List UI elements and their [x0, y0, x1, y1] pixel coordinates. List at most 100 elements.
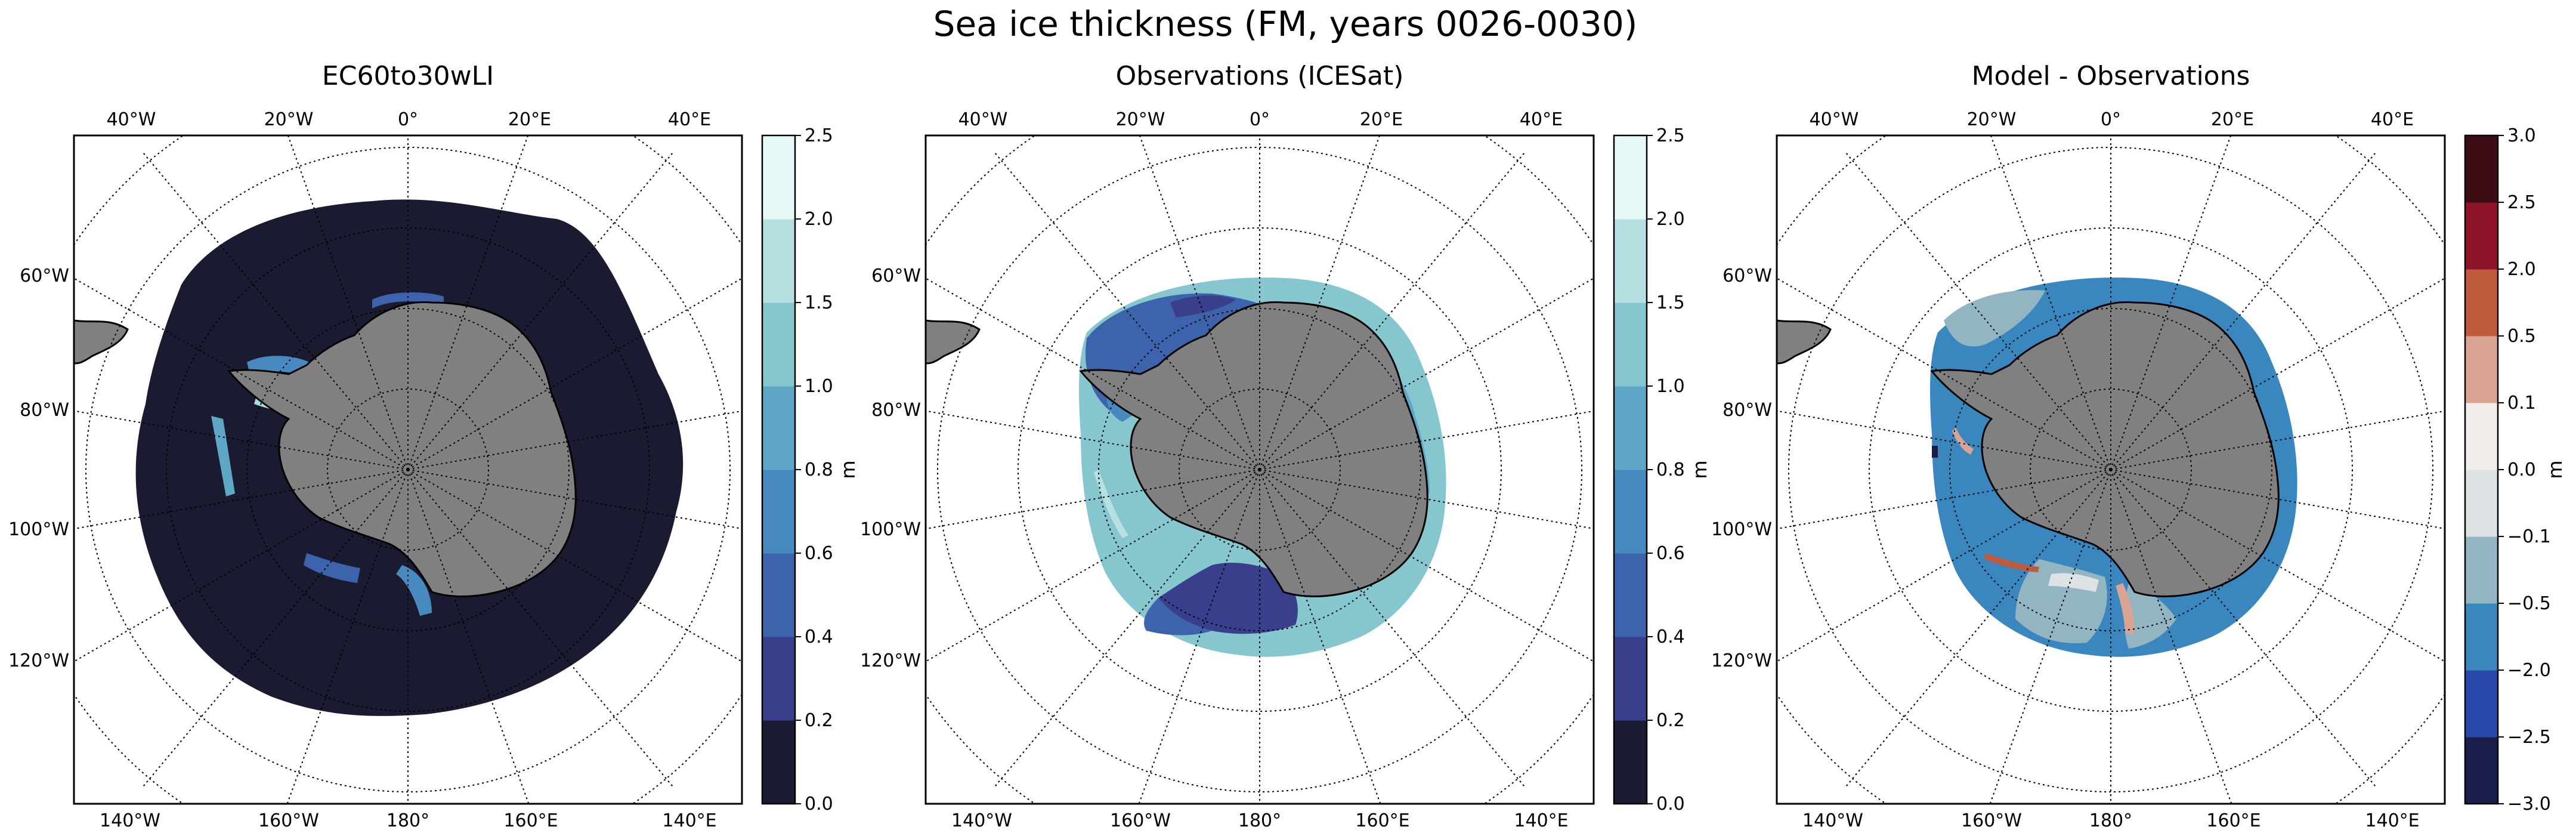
colorbar-tick-label: 2.5: [2507, 192, 2536, 213]
colorbar-swatch: [1614, 553, 1647, 637]
svg-text:140°E: 140°E: [2365, 810, 2419, 831]
panel-title: Observations (ICESat): [1116, 61, 1404, 91]
svg-text:40°W: 40°W: [958, 109, 1008, 130]
antarctica: [1079, 301, 1428, 597]
panel-difference: Model - Observations: [1711, 61, 2566, 831]
colorbar-tick-label: −2.5: [2507, 727, 2551, 748]
colorbar-tick-label: 0.2: [805, 710, 833, 731]
lon-labels-top: 40°W 20°W 0° 20°E 40°E: [107, 109, 711, 130]
svg-text:40°E: 40°E: [1520, 109, 1563, 130]
colorbar-label: m: [837, 460, 859, 479]
colorbar-swatch: [1614, 470, 1647, 554]
colorbar-swatch: [1614, 219, 1647, 303]
colorbar-swatch: [1614, 303, 1647, 387]
lon-labels-top: 40°W 20°W 0° 20°E 40°E: [1810, 109, 2414, 130]
colorbar-swatch: [2465, 336, 2498, 403]
svg-text:20°W: 20°W: [1967, 109, 2017, 130]
colorbar-swatch: [2465, 603, 2498, 671]
svg-text:180°: 180°: [2089, 810, 2132, 831]
colorbar-label: m: [2544, 460, 2566, 479]
antarctica: [227, 301, 577, 597]
colorbar-tick-label: 1.0: [805, 376, 833, 397]
colorbar-tick-label: 0.5: [2507, 326, 2536, 347]
svg-text:60°W: 60°W: [871, 266, 921, 286]
svg-text:100°W: 100°W: [8, 519, 69, 540]
south-america-tip: [74, 319, 129, 365]
colorbar-swatch: [2465, 737, 2498, 804]
colorbar-swatch: [762, 720, 795, 804]
colorbar: 0.0 0.2 0.4 0.6 0.8 1.0 1.5 2.0 2.5 m: [1613, 125, 1711, 815]
colorbar-tick-label: 2.0: [2507, 259, 2536, 280]
svg-text:160°E: 160°E: [1355, 810, 1409, 831]
south-america-tip: [926, 319, 981, 365]
svg-text:60°W: 60°W: [20, 266, 69, 286]
colorbar-tick-label: 0.6: [1656, 543, 1685, 564]
colorbar-tick-label: −0.5: [2507, 593, 2551, 614]
colorbar-swatch: [762, 470, 795, 554]
svg-text:40°E: 40°E: [2371, 109, 2414, 130]
svg-text:160°E: 160°E: [503, 810, 558, 831]
svg-text:100°W: 100°W: [860, 519, 921, 540]
colorbar-swatch: [762, 553, 795, 637]
antarctica: [1930, 301, 2280, 597]
colorbar-tick-label: 2.0: [1656, 209, 1685, 230]
svg-text:140°W: 140°W: [100, 810, 160, 831]
gridlines: [1777, 135, 2445, 804]
lon-labels-bottom: 140°W 160°W 180° 160°E 140°E: [951, 810, 1569, 831]
svg-text:0°: 0°: [398, 109, 418, 130]
south-america-tip: [1777, 319, 1832, 365]
colorbar: 0.0 0.2 0.4 0.6 0.8 1.0 1.5 2.0 2.5 m: [761, 125, 859, 815]
svg-text:0°: 0°: [2101, 109, 2121, 130]
colorbar-swatch: [2465, 202, 2498, 270]
svg-text:80°W: 80°W: [20, 400, 69, 421]
svg-text:20°E: 20°E: [2211, 109, 2254, 130]
map-layer: [926, 277, 1446, 657]
gridlines: [74, 135, 742, 804]
figure-suptitle: Sea ice thickness (FM, years 0026-0030): [933, 4, 1638, 44]
lat-labels-left: 60°W 80°W 100°W 120°W: [1711, 266, 1772, 671]
panel-title: EC60to30wLI: [322, 61, 494, 91]
colorbar-tick-label: 1.5: [1656, 292, 1685, 313]
svg-text:140°W: 140°W: [1802, 810, 1863, 831]
panel-title: Model - Observations: [1972, 61, 2250, 91]
svg-text:20°E: 20°E: [508, 109, 551, 130]
svg-text:40°W: 40°W: [1810, 109, 1859, 130]
svg-text:40°W: 40°W: [107, 109, 156, 130]
colorbar-tick-label: 0.4: [1656, 627, 1685, 647]
lon-labels-top: 40°W 20°W 0° 20°E 40°E: [958, 109, 1563, 130]
svg-text:120°W: 120°W: [8, 650, 69, 671]
colorbar: −3.0 −2.5 −2.0 −0.5 −0.1 0.0 0.1 0.5 2.0 2.5 3.0 m: [2464, 125, 2566, 815]
gridlines: [926, 135, 1594, 804]
colorbar-tick-label: 0.0: [1656, 794, 1685, 815]
colorbar-tick-label: −0.1: [2507, 526, 2551, 547]
map-frame: [73, 134, 743, 805]
svg-text:140°W: 140°W: [951, 810, 1012, 831]
lat-labels-left: 60°W 80°W 100°W 120°W: [860, 266, 921, 671]
colorbar-swatch: [1614, 720, 1647, 804]
colorbar-tick-label: −3.0: [2507, 794, 2551, 815]
colorbar-tick-label: 3.0: [2507, 125, 2536, 146]
colorbar-tick-label: 0.1: [2507, 393, 2536, 414]
panel-model: EC60to30wLI: [8, 61, 859, 831]
svg-text:0°: 0°: [1250, 109, 1270, 130]
colorbar-tick-label: 1.5: [805, 292, 833, 313]
thin-ice-edge: [211, 292, 444, 616]
colorbar-swatch: [762, 637, 795, 721]
svg-text:80°W: 80°W: [871, 400, 921, 421]
colorbar-tick-label: 0.0: [805, 794, 833, 815]
lon-labels-bottom: 140°W 160°W 180° 160°E 140°E: [1802, 810, 2420, 831]
colorbar-swatch: [1614, 637, 1647, 721]
svg-text:180°: 180°: [1238, 810, 1281, 831]
svg-text:20°W: 20°W: [1116, 109, 1165, 130]
svg-text:100°W: 100°W: [1711, 519, 1772, 540]
map-layer: [1777, 277, 2297, 657]
colorbar-tick-label: 0.6: [805, 543, 833, 564]
svg-text:120°W: 120°W: [860, 650, 921, 671]
colorbar-swatch: [1614, 135, 1647, 220]
svg-text:160°E: 160°E: [2206, 810, 2260, 831]
map-frame: [924, 134, 1595, 805]
svg-text:80°W: 80°W: [1723, 400, 1772, 421]
svg-text:40°E: 40°E: [668, 109, 711, 130]
panel-observations: Observations (ICESat): [860, 61, 1711, 831]
colorbar-swatch: [2465, 269, 2498, 337]
